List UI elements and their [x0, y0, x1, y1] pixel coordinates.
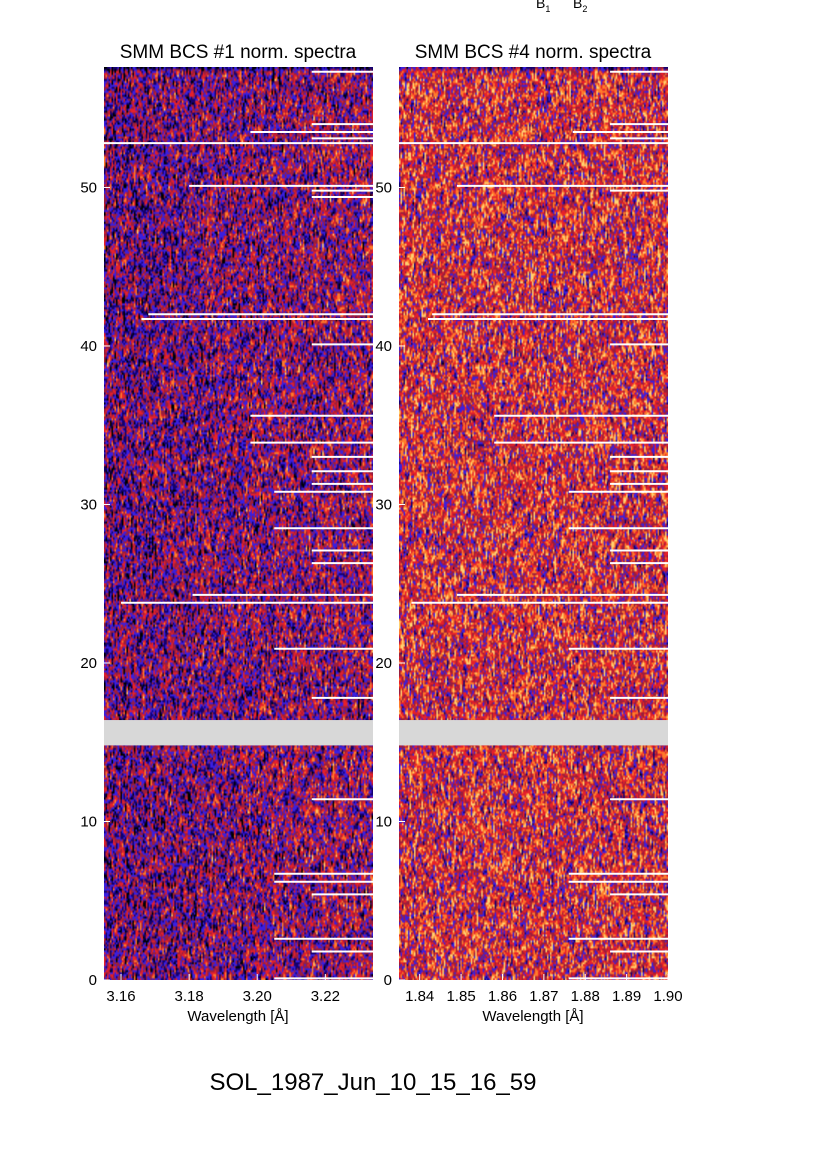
panel-bcs1: SMM BCS #1 norm. spectra 3.16 3.18 3.20 3.2…	[80, 42, 373, 1025]
spectra-heatmap	[104, 67, 373, 980]
y-tick-label: 10	[80, 813, 97, 830]
y-tick-label: 30	[80, 496, 97, 513]
y-tick-label: 40	[375, 338, 392, 355]
x-tick-label: 1.88	[571, 988, 600, 1005]
panel-title: SMM BCS #1 norm. spectra	[120, 42, 357, 63]
y-tick-label: 50	[80, 179, 97, 196]
x-tick-label: 1.84	[405, 988, 434, 1005]
x-axis-ticks: 1.84 1.85 1.86 1.87 1.88 1.89 1.90	[405, 974, 683, 1005]
marker-b2: B2	[573, 0, 587, 14]
y-axis-ticks: 0 10 20 30 40 50	[80, 179, 110, 989]
y-tick-label: 50	[375, 179, 392, 196]
x-axis-label: Wavelength [Å]	[482, 1008, 583, 1025]
panel-title: SMM BCS #4 norm. spectra	[415, 42, 652, 63]
marker-b1: B1	[536, 0, 550, 14]
data-gap	[104, 720, 373, 746]
x-tick-label: 1.86	[488, 988, 517, 1005]
y-tick-label: 20	[375, 655, 392, 672]
y-axis-ticks: 0 10 20 30 40 50	[375, 179, 405, 989]
saturated-rows	[399, 70, 668, 980]
y-tick-label: 30	[375, 496, 392, 513]
y-tick-label: 20	[80, 655, 97, 672]
x-tick-label: 3.18	[175, 988, 204, 1005]
data-gap	[399, 720, 668, 746]
y-tick-label: 0	[89, 972, 97, 989]
y-tick-label: 40	[80, 338, 97, 355]
event-label: SOL_1987_Jun_10_15_16_59	[210, 1069, 537, 1096]
panel-bcs4: SMM BCS #4 norm. spectra 1.84 1.85 1.86 1.8…	[375, 42, 682, 1025]
x-axis-ticks: 3.16 3.18 3.20 3.22	[106, 974, 340, 1005]
x-axis-label: Wavelength [Å]	[187, 1008, 288, 1025]
x-tick-label: 3.20	[243, 988, 272, 1005]
y-tick-label: 0	[384, 972, 392, 989]
x-tick-label: 3.16	[106, 988, 135, 1005]
x-tick-label: 1.85	[446, 988, 475, 1005]
x-tick-label: 1.87	[529, 988, 558, 1005]
y-tick-label: 10	[375, 813, 392, 830]
x-tick-label: 3.22	[311, 988, 340, 1005]
x-tick-label: 1.90	[653, 988, 682, 1005]
saturated-rows	[104, 70, 373, 980]
spectra-heatmap	[399, 67, 668, 980]
x-tick-label: 1.89	[612, 988, 641, 1005]
